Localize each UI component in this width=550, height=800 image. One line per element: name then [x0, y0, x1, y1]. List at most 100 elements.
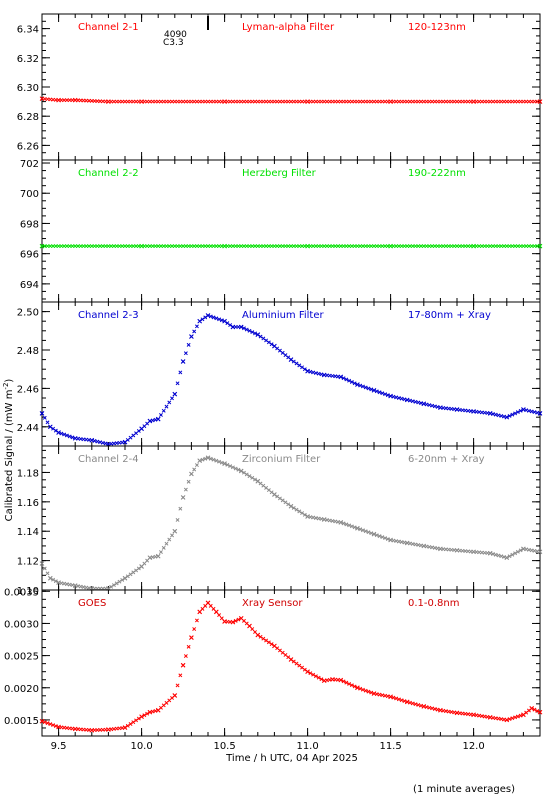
data-marker [538, 710, 542, 715]
footer-note: (1 minute averages) [413, 784, 515, 795]
data-marker [145, 711, 150, 716]
data-marker [51, 426, 56, 431]
panel-frame [41, 159, 541, 303]
data-marker [247, 474, 252, 479]
data-marker [513, 411, 518, 416]
data-marker [369, 690, 374, 695]
y-tick-label: 694 [20, 280, 39, 291]
data-marker [394, 395, 399, 400]
data-marker [211, 457, 216, 462]
y-tick-label: 698 [20, 219, 39, 230]
data-marker [297, 509, 302, 514]
y-tick-label: 2.48 [17, 346, 39, 357]
data-marker [360, 687, 365, 692]
data-marker [344, 680, 349, 685]
y-tick-label: 6.32 [17, 54, 39, 65]
data-marker [396, 396, 401, 400]
data-marker [266, 340, 271, 345]
data-marker [493, 412, 498, 417]
data-marker [175, 683, 180, 688]
data-marker [217, 459, 222, 464]
data-marker [391, 538, 396, 543]
data-marker [399, 396, 404, 401]
y-tick-label: 6.26 [17, 141, 39, 152]
data-marker [305, 514, 310, 519]
panel-1: 6.26 6.28 6.30 6.32 6.34 Channel 2-1 Lyman-alp… [17, 13, 543, 161]
data-marker [349, 683, 354, 688]
x-tick-label: 10.5 [213, 741, 235, 752]
data-marker [432, 707, 437, 711]
data-marker [308, 369, 313, 374]
data-marker [319, 677, 324, 682]
data-marker [291, 359, 296, 364]
data-marker [131, 720, 136, 725]
data-marker [51, 577, 56, 582]
data-marker [421, 543, 426, 548]
data-marker [532, 707, 537, 712]
data-marker [208, 314, 213, 319]
filter-label: Lyman-alpha Filter [242, 22, 335, 33]
data-marker [369, 531, 374, 536]
band-label: 120-123nm [408, 22, 466, 33]
data-marker [172, 693, 177, 698]
data-marker [289, 657, 293, 662]
data-marker [123, 576, 127, 581]
data-marker [360, 384, 365, 389]
data-marker [355, 382, 360, 387]
data-marker [111, 583, 116, 588]
data-marker [175, 381, 180, 386]
data-marker [366, 386, 371, 391]
data-marker [372, 691, 376, 696]
data-marker [352, 381, 357, 386]
data-marker [206, 313, 210, 318]
data-marker [388, 694, 393, 699]
data-marker [383, 536, 388, 541]
data-marker [269, 342, 274, 347]
data-marker [125, 723, 130, 728]
data-marker [62, 432, 67, 437]
data-marker [380, 391, 385, 396]
y-tick-label: 1.12 [17, 557, 39, 568]
data-marker [242, 618, 246, 623]
data-marker [206, 455, 210, 460]
data-marker [338, 374, 343, 379]
data-marker [535, 708, 540, 713]
data-marker [286, 502, 291, 507]
data-marker [396, 697, 401, 702]
data-marker [383, 693, 388, 698]
y-tick-label: 0.0025 [4, 652, 39, 663]
data-marker [211, 315, 216, 320]
data-marker [513, 715, 518, 720]
data-marker [388, 538, 393, 542]
data-marker [402, 540, 407, 545]
x-tick-label: 11.0 [296, 741, 318, 752]
channel-label: Channel 2-4 [78, 454, 139, 465]
data-marker [161, 408, 166, 413]
data-marker [305, 669, 310, 674]
data-marker [493, 552, 498, 557]
data-marker [305, 369, 310, 374]
data-marker [186, 644, 191, 649]
data-marker [261, 636, 266, 641]
data-marker [70, 583, 75, 588]
data-marker [432, 404, 437, 409]
data-marker [153, 417, 158, 422]
data-marker [344, 377, 349, 382]
data-marker [125, 574, 130, 579]
data-marker [300, 511, 305, 516]
data-marker [419, 543, 423, 548]
data-marker [311, 515, 316, 520]
data-marker [410, 399, 415, 404]
data-marker [515, 549, 520, 554]
data-marker [167, 537, 172, 542]
data-marker [183, 654, 188, 658]
filter-label: Herzberg Filter [242, 168, 317, 179]
series-3 [39, 313, 543, 447]
y-tick-label: 1.16 [17, 498, 39, 509]
data-marker [377, 534, 382, 539]
data-marker [388, 394, 393, 399]
data-marker [341, 521, 346, 526]
y-tick-label: 700 [20, 189, 39, 200]
data-marker [529, 706, 534, 711]
data-marker [358, 686, 363, 691]
